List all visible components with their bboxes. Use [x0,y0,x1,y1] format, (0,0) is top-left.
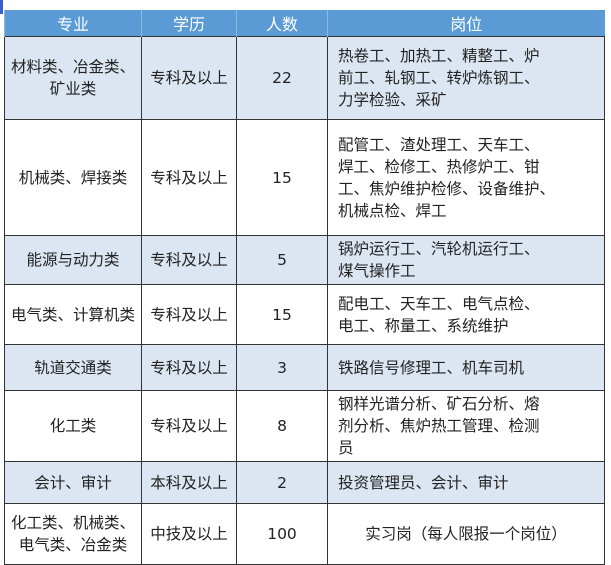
major-cell: 机械类、焊接类 [4,119,142,236]
count-cell: 100 [236,503,328,565]
count-cell: 8 [236,390,328,462]
position-cell: 配电工、天车工、电气点检、 电工、称量工、系统维护 [327,284,605,345]
cell-line: 能源与动力类 [26,251,120,269]
cell-line: 配管工、渣处理工、天车工、 [338,135,540,154]
position-cell: 配管工、渣处理工、天车工、 焊工、检修工、热修炉工、钳 工、焦炉维护检修、设备维护、… [327,119,605,236]
table-row: 电气类、计算机类 专科及以上 15 配电工、天车工、电气点检、 电工、称量工、系统维护 [4,284,605,345]
cell-line: 轨道交通类 [34,358,112,377]
position-cell: 铁路信号修理工、机车司机 [327,344,605,391]
table-row: 材料类、冶金类、 矿业类 专科及以上 22 热卷工、加热工、精整工、炉 前工、轧钢工、转炉… [4,36,605,120]
education-cell: 中技及以上 [141,503,237,565]
count-cell: 2 [236,461,328,504]
cell-line: 电工、称量工、系统维护 [338,316,509,335]
cell-line: 焊工、检修工、热修炉工、钳 [338,157,540,176]
cell-line: 投资管理员、会计、审计 [338,473,509,492]
cell-line: 铁路信号修理工、机车司机 [338,358,525,377]
cell-line: 会计、审计 [34,473,112,492]
major-cell: 电气类、计算机类 [4,284,142,345]
cell-line: 矿业类 [49,80,97,98]
recruitment-table: 专业 学历 人数 岗位 材料类、冶金类、 矿业类 专科及以上 22 热卷工、加热工、精整… [4,10,605,565]
cell-line: 力学检验、采矿 [338,91,447,109]
education-cell: 专科及以上 [141,235,237,285]
education-cell: 专科及以上 [141,344,237,391]
table-row: 机械类、焊接类 专科及以上 15 配管工、渣处理工、天车工、 焊工、检修工、热修炉工、钳… [4,119,605,236]
major-cell: 化工类、机械类、 电气类、冶金类 [4,503,142,565]
table-row: 化工类、机械类、 电气类、冶金类 中技及以上 100 实习岗（每人限报一个岗位） [4,503,605,565]
cell-line: 钢样光谱分析、矿石分析、熔 [338,395,540,413]
cell-line: 材料类、冶金类、 [11,58,136,76]
table-row: 化工类 专科及以上 8 钢样光谱分析、矿石分析、熔 剂分析、焦炉热工管理、检测员 [4,390,605,462]
count-cell: 15 [236,119,328,236]
table-row: 会计、审计 本科及以上 2 投资管理员、会计、审计 [4,461,605,504]
count-cell: 15 [236,284,328,345]
cell-line: 机械类、焊接类 [18,168,128,187]
count-cell: 3 [236,344,328,391]
position-cell: 锅炉运行工、汽轮机运行工、 煤气操作工 [327,235,605,285]
education-cell: 专科及以上 [141,284,237,345]
position-cell: 实习岗（每人限报一个岗位） [327,503,605,565]
position-cell: 热卷工、加热工、精整工、炉 前工、轧钢工、转炉炼钢工、 力学检验、采矿 [327,36,605,120]
education-cell: 专科及以上 [141,36,237,120]
header-count: 人数 [236,10,328,37]
cell-line: 热卷工、加热工、精整工、炉 [338,47,540,65]
window-edge [0,0,3,14]
header-education: 学历 [141,10,237,37]
header-row: 专业 学历 人数 岗位 [4,10,605,37]
major-cell: 能源与动力类 [4,235,142,285]
education-cell: 专科及以上 [141,119,237,236]
cell-line: 剂分析、焦炉热工管理、检测 [338,417,540,435]
table-row: 能源与动力类 专科及以上 5 锅炉运行工、汽轮机运行工、 煤气操作工 [4,235,605,285]
cell-line: 配电工、天车工、电气点检、 [338,294,540,313]
cell-line: 员 [338,439,354,457]
major-cell: 轨道交通类 [4,344,142,391]
position-cell: 钢样光谱分析、矿石分析、熔 剂分析、焦炉热工管理、检测员 [327,390,605,462]
header-position: 岗位 [327,10,605,37]
cell-line: 煤气操作工 [338,262,416,280]
cell-line: 电气类、冶金类 [18,536,128,554]
cell-line: 机械点检、焊工 [338,201,447,220]
education-cell: 本科及以上 [141,461,237,504]
count-cell: 5 [236,235,328,285]
education-cell: 专科及以上 [141,390,237,462]
cell-line: 电气类、计算机类 [11,305,136,324]
major-cell: 会计、审计 [4,461,142,504]
cell-line: 化工类、机械类、 [11,514,136,532]
cell-line: 化工类 [49,417,97,435]
cell-line: 锅炉运行工、汽轮机运行工、 [338,240,540,258]
cell-line: 工、焦炉维护检修、设备维护、 [338,179,556,198]
major-cell: 材料类、冶金类、 矿业类 [4,36,142,120]
count-cell: 22 [236,36,328,120]
header-major: 专业 [4,10,142,37]
cell-line: 前工、轧钢工、转炉炼钢工、 [338,69,540,87]
position-cell: 投资管理员、会计、审计 [327,461,605,504]
cell-line: 实习岗（每人限报一个岗位） [365,525,567,543]
major-cell: 化工类 [4,390,142,462]
table-row: 轨道交通类 专科及以上 3 铁路信号修理工、机车司机 [4,344,605,391]
